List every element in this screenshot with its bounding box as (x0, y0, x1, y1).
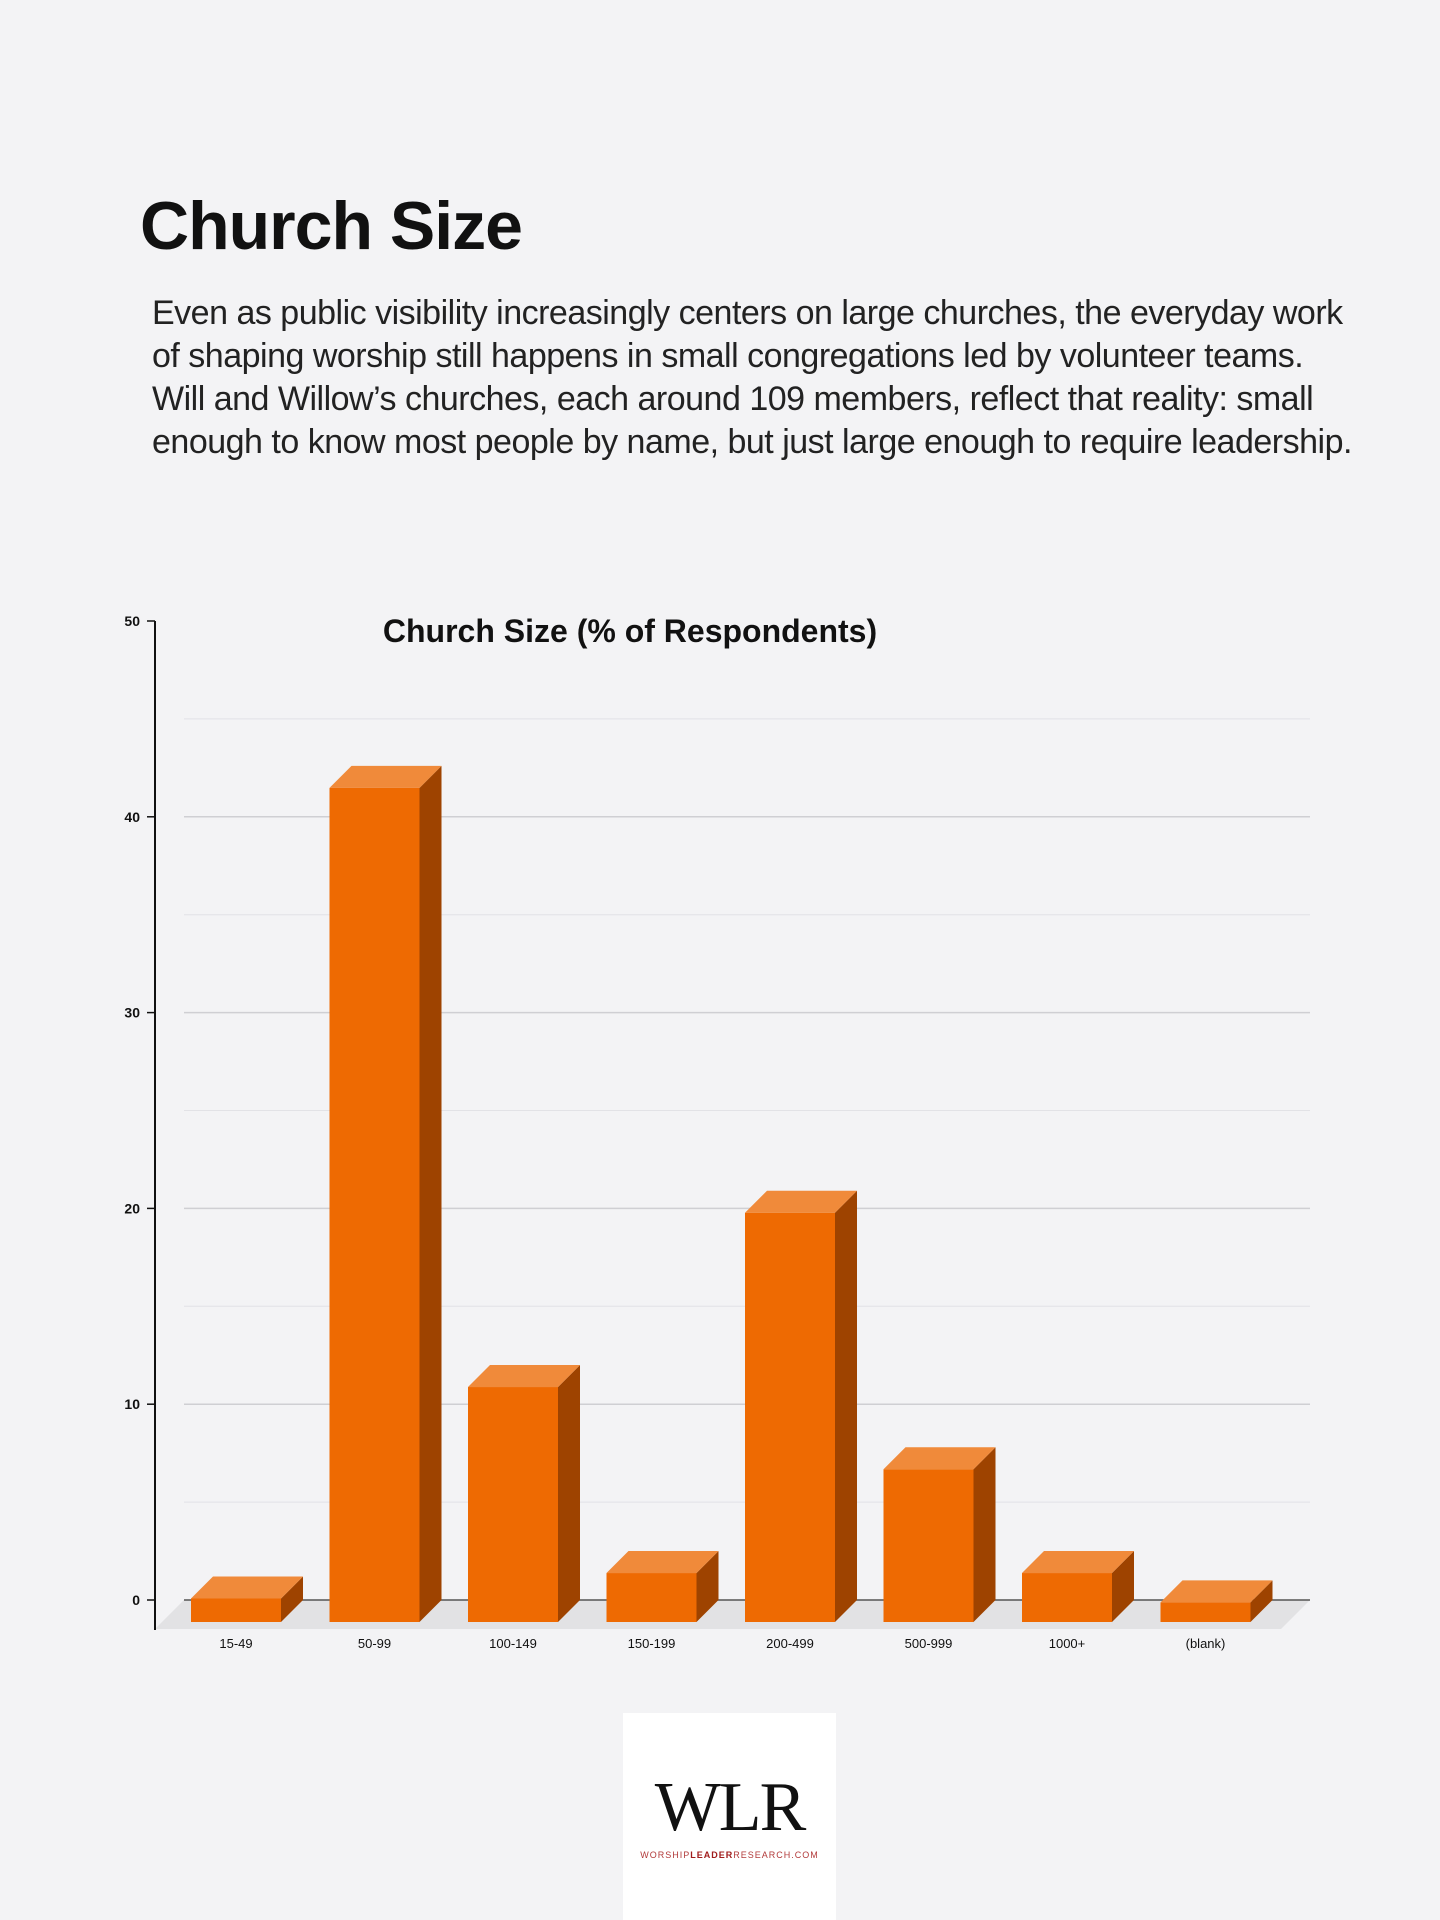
bar-top (468, 1365, 580, 1388)
bar-side (419, 765, 442, 1622)
bar (883, 1447, 996, 1622)
bar-side (281, 1576, 303, 1622)
bar-top (329, 765, 442, 788)
y-tick-label: 20 (124, 1200, 140, 1216)
y-tick-label: 0 (132, 1592, 140, 1608)
y-tick-label: 10 (124, 1396, 140, 1412)
bar (468, 1365, 580, 1622)
bar-front (745, 1212, 835, 1622)
bar-front (1160, 1602, 1251, 1622)
church-size-chart: Church Size (% of Respondents) 0 10 20 30 40… (124, 613, 1310, 1651)
bar-side (1112, 1551, 1134, 1622)
x-tick-label: 50-99 (358, 1636, 391, 1651)
bar-front (329, 787, 420, 1622)
bar-top (606, 1551, 719, 1574)
bar-top (1022, 1551, 1134, 1574)
x-tick-label: (blank) (1186, 1636, 1226, 1651)
logo-url-pre: WORSHIP (640, 1850, 691, 1860)
bar-front (191, 1598, 281, 1622)
bar-side (973, 1447, 996, 1622)
x-tick-label: 15-49 (219, 1636, 252, 1651)
bar-top (883, 1447, 996, 1470)
bar (191, 1576, 303, 1622)
page-title: Church Size (140, 188, 523, 264)
logo-mark: WLR (654, 1769, 807, 1846)
bar-front (468, 1387, 558, 1622)
bar (1160, 1580, 1273, 1622)
x-tick-label: 1000+ (1049, 1636, 1086, 1651)
y-tick-label: 30 (124, 1005, 140, 1021)
intro-paragraph: Even as public visibility increasingly c… (152, 294, 1352, 461)
bar-front (883, 1469, 974, 1622)
logo-url-bold: LEADER (690, 1850, 734, 1860)
bar (745, 1190, 857, 1622)
bar (329, 765, 442, 1622)
y-tick-label: 50 (124, 613, 140, 629)
wlr-logo: WLR WORSHIPLEADERRESEARCH.COM (623, 1713, 836, 1920)
bar-top (1160, 1580, 1273, 1603)
bar (606, 1551, 719, 1622)
bar-top (191, 1576, 303, 1599)
logo-url-post: RESEARCH.COM (733, 1850, 819, 1860)
x-tick-label: 200-499 (766, 1636, 814, 1651)
chart-title: Church Size (% of Respondents) (383, 613, 877, 649)
x-tick-label: 100-149 (489, 1636, 537, 1651)
chart-floor (155, 1600, 1310, 1629)
bar-front (606, 1573, 697, 1622)
y-tick-label: 40 (124, 809, 140, 825)
bar (1022, 1551, 1134, 1622)
bar-top (745, 1190, 857, 1213)
logo-url: WORSHIPLEADERRESEARCH.COM (623, 1849, 836, 1861)
bar-front (1022, 1573, 1112, 1622)
bar-side (558, 1365, 580, 1622)
bar-side (696, 1551, 719, 1622)
bar-side (1250, 1580, 1273, 1622)
x-tick-label: 150-199 (628, 1636, 676, 1651)
x-tick-label: 500-999 (905, 1636, 953, 1651)
bar-side (835, 1190, 857, 1622)
